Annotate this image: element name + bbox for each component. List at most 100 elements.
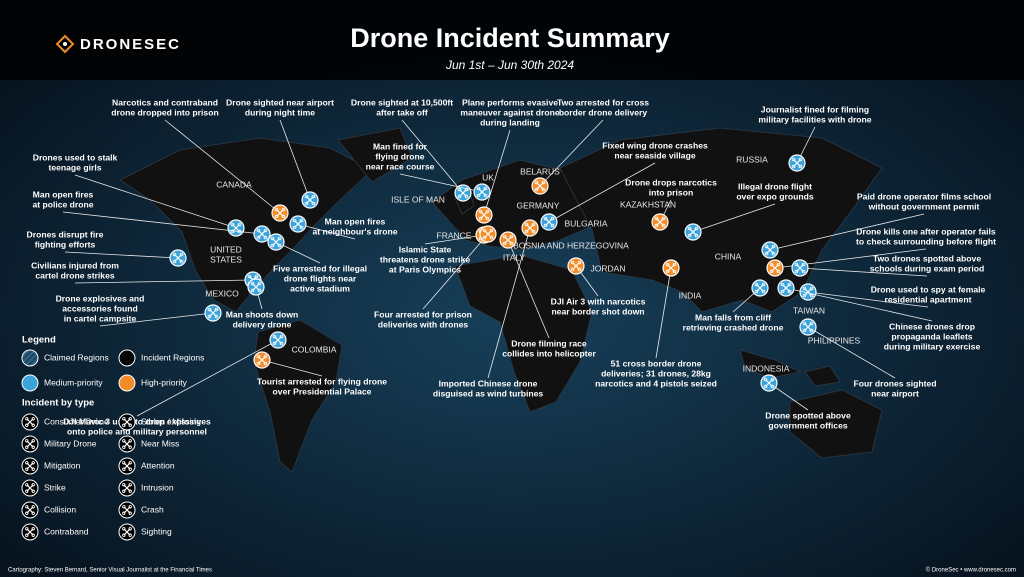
icon-arm [279, 209, 284, 214]
icon-rotor [172, 252, 177, 257]
icon-arm [255, 283, 260, 288]
icon-arm [309, 196, 314, 201]
country-label: FRANCE [437, 230, 472, 240]
icon-rotor [237, 222, 242, 227]
icon-rotor [485, 216, 490, 221]
icon-rotor [31, 417, 35, 421]
icon-arm [548, 218, 553, 223]
icon-arm [274, 339, 279, 344]
icon-arm [507, 236, 512, 241]
country-label: COLOMBIA [292, 344, 337, 354]
incident-label: active stadium [290, 283, 350, 293]
icon-arm [529, 227, 534, 232]
icon-arm [539, 185, 544, 190]
country-label: ITALY [503, 252, 526, 262]
icon-arm [261, 356, 266, 361]
icon-rotor [665, 269, 670, 274]
legend-label: Claimed Regions [44, 352, 109, 362]
icon-arm [480, 214, 485, 219]
icon-arm [26, 421, 31, 426]
icon-arm [804, 323, 809, 328]
icon-rotor [780, 282, 785, 287]
icon-rotor [270, 243, 275, 248]
icon-rotor [172, 259, 177, 264]
icon-rotor [31, 467, 35, 471]
icon-arm [487, 230, 492, 235]
icon-rotor [570, 260, 575, 265]
icon-rotor [254, 274, 259, 279]
icon-arm [29, 506, 34, 511]
icon-rotor [694, 233, 699, 238]
icon-rotor [257, 281, 262, 286]
icon-arm [123, 509, 128, 514]
icon-rotor [122, 533, 126, 537]
legend-label: High-priority [141, 377, 188, 387]
incident-label: teenage girls [48, 162, 101, 172]
icon-arm [123, 506, 128, 511]
icon-arm [126, 506, 131, 511]
icon-arm [29, 440, 34, 445]
icon-rotor [801, 269, 806, 274]
icon-rotor [485, 209, 490, 214]
incident-label: Islamic State [399, 244, 452, 254]
icon-arm [765, 382, 770, 387]
icon-rotor [457, 187, 462, 192]
icon-rotor [25, 445, 29, 449]
icon-rotor [31, 505, 35, 509]
icon-rotor [541, 180, 546, 185]
incident-label: Civilians injured from [31, 260, 119, 270]
icon-arm [123, 440, 128, 445]
icon-rotor [791, 164, 796, 169]
country-label: STATES [210, 254, 242, 264]
legend-swatch [118, 349, 136, 367]
icon-rotor [761, 289, 766, 294]
icon-rotor [263, 354, 268, 359]
icon-arm [123, 465, 128, 470]
icon-arm [235, 224, 240, 229]
icon-rotor [263, 361, 268, 366]
icon-rotor [770, 384, 775, 389]
incident-label: Four arrested for prison [374, 309, 472, 319]
icon-arm [796, 159, 801, 164]
icon-rotor [230, 229, 235, 234]
icon-rotor [256, 235, 261, 240]
icon-arm [507, 239, 512, 244]
country-label: BOSNIA AND HERZEGOVINA [513, 240, 629, 250]
leader-line [769, 213, 925, 251]
icon-rotor [292, 225, 297, 230]
type-label: Attention [141, 460, 175, 470]
incident-label: near airport [871, 388, 919, 398]
icon-rotor [250, 288, 255, 293]
icon-rotor [687, 226, 692, 231]
incident-label: Man falls from cliff [695, 312, 771, 322]
icon-rotor [672, 269, 677, 274]
type-label: Mitigation [44, 460, 81, 470]
icon-rotor [770, 377, 775, 382]
icon-arm [774, 267, 779, 272]
icon-arm [126, 421, 131, 426]
icon-rotor [489, 228, 494, 233]
icon-rotor [122, 527, 126, 531]
icon-arm [272, 238, 277, 243]
country-label: UNITED [210, 244, 242, 254]
icon-rotor [794, 269, 799, 274]
icon-rotor [524, 222, 529, 227]
incident-label: government offices [768, 420, 847, 430]
icon-rotor [122, 511, 126, 515]
icon-arm [258, 359, 263, 364]
icon-rotor [25, 505, 29, 509]
icon-rotor [802, 286, 807, 291]
icon-rotor [482, 235, 487, 240]
icon-arm [481, 191, 486, 196]
icon-arm [126, 443, 131, 448]
country-label: CHINA [715, 251, 742, 261]
icon-rotor [31, 423, 35, 427]
incident-label: Man fined for [373, 141, 428, 151]
icon-rotor [274, 214, 279, 219]
icon-arm [478, 188, 483, 193]
icon-rotor [272, 341, 277, 346]
icon-arm [174, 254, 179, 259]
icon-arm [756, 284, 761, 289]
incident-label: Drone filming race [511, 338, 587, 348]
icon-arm [29, 487, 34, 492]
